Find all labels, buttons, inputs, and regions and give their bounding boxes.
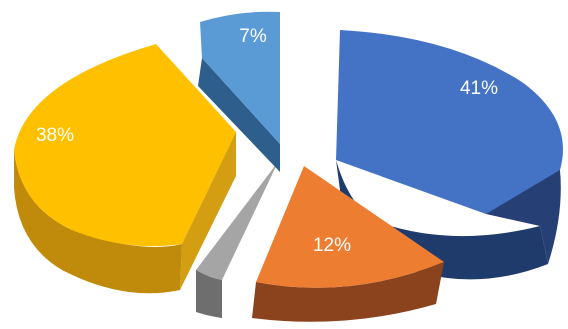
pie-slice-38-top <box>14 44 236 247</box>
pie-slice-7-top <box>200 11 280 145</box>
data-label-7: 7% <box>239 26 267 47</box>
data-label-12: 12% <box>313 235 351 256</box>
pie-slice-7-side <box>198 58 280 172</box>
pie-slice-38 <box>14 44 236 294</box>
pie-slice-38-side <box>14 150 182 294</box>
pie-slice-12-top <box>256 166 444 288</box>
data-label-38: 38% <box>36 125 74 146</box>
pie-slice-grey <box>196 162 278 318</box>
pie-slice-grey-top <box>196 162 278 280</box>
data-label-41: 41% <box>460 78 498 99</box>
pie-slice-12-side <box>252 262 444 322</box>
pie-slice-41-top <box>336 30 563 214</box>
pie-slice-12 <box>252 166 444 322</box>
pie-slice-grey-side <box>196 270 222 318</box>
pie-slice-7 <box>198 11 280 172</box>
